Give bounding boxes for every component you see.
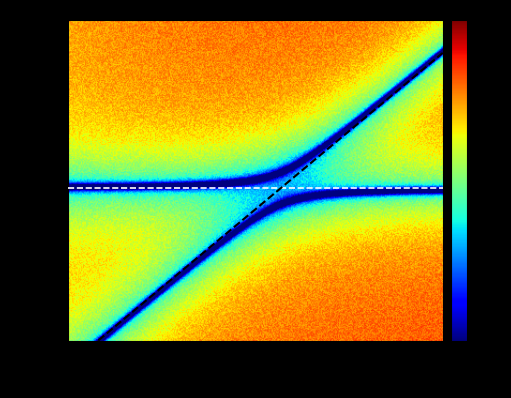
- Y-axis label: Frequency (MHz): Frequency (MHz): [15, 122, 29, 239]
- X-axis label: Magnetic field (kOe): Magnetic field (kOe): [185, 369, 326, 383]
